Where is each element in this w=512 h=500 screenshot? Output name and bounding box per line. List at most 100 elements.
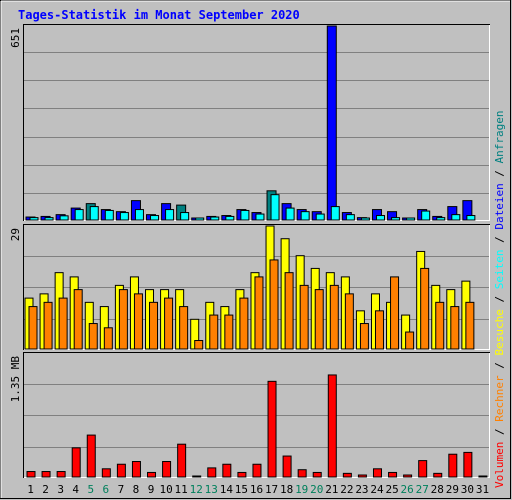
x-tick-label: 24 (370, 483, 384, 496)
bar-volumen (327, 374, 337, 478)
x-tick-label: 10 (159, 483, 172, 496)
bar-rechner (450, 306, 460, 350)
x-tick-label: 11 (175, 483, 188, 496)
x-tick-label: 21 (325, 483, 338, 496)
bar-seiten (300, 211, 310, 221)
bar-seiten (255, 213, 265, 221)
bar-volumen (342, 472, 352, 478)
bar-rechner (209, 314, 219, 350)
bar-rechner (269, 259, 279, 350)
bar-seiten (74, 209, 84, 221)
bar-rechner (43, 301, 53, 350)
bar-seiten (150, 215, 160, 221)
bar-volumen (177, 443, 187, 478)
bar-rechner (194, 340, 204, 350)
bar-volumen (388, 471, 398, 478)
bar-rechner (329, 284, 339, 350)
x-tick-label: 23 (355, 483, 368, 496)
bar-seiten (134, 209, 144, 221)
bar-rechner (88, 323, 98, 350)
bar-volumen (116, 463, 126, 478)
bar-rechner (73, 289, 83, 350)
bar-volumen (252, 463, 262, 478)
bar-seiten (315, 213, 325, 221)
legend-item-anfragen: Anfragen (493, 110, 506, 163)
bar-volumen (192, 475, 202, 478)
bar-rechner (420, 267, 430, 350)
x-tick-label: 13 (205, 483, 218, 496)
y-axis-label: 29 (9, 228, 22, 241)
bar-rechner (374, 310, 384, 350)
bar-volumen (418, 460, 428, 478)
bar-seiten (119, 212, 129, 221)
bar-rechner (133, 293, 143, 350)
x-tick-label: 31 (476, 483, 489, 496)
bar-seiten (375, 215, 385, 221)
bar-seiten (29, 217, 39, 221)
x-tick-label: 4 (72, 483, 79, 496)
bar-rechner (58, 297, 68, 350)
x-tick-label: 8 (133, 483, 140, 496)
bar-rechner (239, 297, 249, 350)
x-tick-label: 17 (265, 483, 278, 496)
bar-volumen (41, 471, 51, 478)
bar-volumen (207, 467, 217, 478)
x-tick-label: 7 (118, 483, 125, 496)
bar-rechner (254, 276, 264, 350)
y-axis-label: 1.35 MB (9, 356, 22, 403)
legend-separator: / (493, 289, 506, 309)
x-tick-label: 26 (401, 483, 414, 496)
legend-separator: / (493, 230, 506, 250)
x-tick-label: 2 (42, 483, 49, 496)
bar-seiten (270, 194, 280, 221)
x-tick-label: 5 (87, 483, 94, 496)
bar-volumen (297, 469, 307, 478)
bar-seiten (330, 206, 340, 221)
bar-seiten (345, 214, 355, 221)
x-tick-label: 30 (461, 483, 474, 496)
bar-rechner (435, 301, 445, 350)
bar-seiten (210, 216, 220, 221)
bar-seiten (421, 210, 431, 221)
bar-rechner (299, 284, 309, 350)
x-tick-label: 28 (431, 483, 444, 496)
bar-rechner (118, 289, 128, 350)
x-tick-label: 20 (310, 483, 323, 496)
bar-volumen (162, 461, 172, 478)
bar-volumen (372, 468, 382, 478)
chart-title: Tages-Statistik im Monat September 2020 (18, 8, 300, 22)
bar-seiten (165, 209, 175, 221)
bar-volumen (463, 451, 473, 478)
bar-rechner (405, 331, 415, 350)
bar-rechner (103, 327, 113, 350)
bar-rechner (314, 289, 324, 350)
bar-volumen (267, 380, 277, 478)
bar-rechner (179, 306, 189, 350)
bar-volumen (357, 474, 367, 478)
x-tick-label: 18 (280, 483, 293, 496)
bar-rechner (284, 272, 294, 350)
bar-rechner (390, 276, 400, 350)
bar-rechner (28, 306, 38, 350)
legend-separator: / (493, 163, 506, 183)
bar-volumen (147, 471, 157, 478)
bar-volumen (312, 471, 322, 478)
legend-item-rechner: Rechner (493, 375, 506, 422)
bar-rechner (359, 323, 369, 350)
bar-volumen (448, 453, 458, 478)
bar-volumen (71, 447, 81, 478)
bar-seiten (59, 215, 69, 221)
legend: Volumen / Rechner / Besuche / Seiten / D… (493, 110, 506, 488)
legend-item-volumen: Volumen (493, 442, 506, 488)
bar-volumen (282, 455, 292, 478)
legend-separator: / (493, 422, 506, 442)
bar-seiten (44, 217, 54, 221)
bar-seiten (466, 215, 476, 221)
panel-volume: 1.35 MB (9, 352, 490, 478)
bar-volumen (478, 475, 488, 478)
bar-volumen (237, 471, 247, 478)
bar-seiten (195, 217, 205, 221)
bar-rechner (164, 297, 174, 350)
